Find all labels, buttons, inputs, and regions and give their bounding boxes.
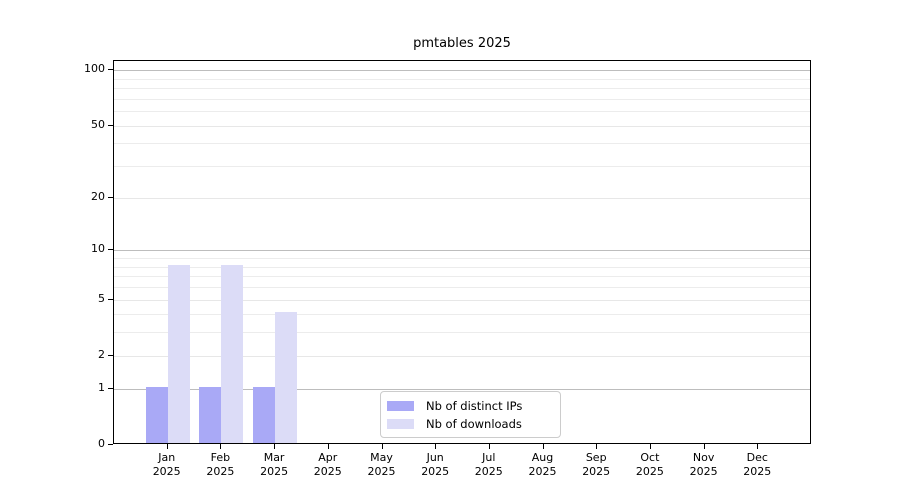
legend-label-distinct-ips: Nb of distinct IPs	[426, 398, 523, 413]
x-tick-label-aug: Aug 2025	[503, 451, 583, 478]
x-tick-month: Jan	[158, 451, 176, 464]
gridline-major	[114, 250, 810, 252]
x-tick-label-jul: Jul 2025	[449, 451, 529, 478]
x-tick-mark	[488, 444, 490, 449]
legend: Nb of distinct IPs Nb of downloads	[380, 391, 561, 438]
y-tick-mark	[108, 444, 113, 445]
gridline-minor	[114, 314, 810, 316]
gridline-minor	[114, 332, 810, 334]
x-tick-mark	[542, 444, 544, 449]
x-tick-label-jan: Jan 2025	[127, 451, 207, 478]
chart-title: pmtables 2025	[413, 36, 511, 51]
bar-feb-distinct-ips	[199, 386, 222, 443]
y-tick-mark	[108, 249, 113, 251]
y-tick-mark	[108, 298, 113, 300]
y-tick-label: 50	[91, 117, 105, 131]
gridline-minor	[114, 88, 810, 89]
x-tick-year: 2025	[367, 464, 396, 478]
x-tick-year: 2025	[206, 464, 235, 478]
gridline-minor	[114, 276, 810, 278]
x-tick-year: 2025	[313, 464, 342, 478]
y-tick-mark	[108, 196, 113, 198]
gridline-major	[114, 70, 810, 72]
x-tick-year: 2025	[582, 464, 611, 478]
x-tick-month: Dec	[746, 451, 768, 464]
x-tick-month: Nov	[692, 451, 715, 464]
bar-jan-downloads	[167, 264, 190, 443]
y-tick-mark	[108, 387, 113, 389]
x-tick-month: Mar	[263, 451, 285, 464]
x-tick-label-nov: Nov 2025	[664, 451, 744, 478]
gridline-major	[114, 125, 810, 127]
x-tick-label-feb: Feb 2025	[180, 451, 260, 478]
x-tick-mark	[435, 444, 437, 449]
gridline-minor	[114, 143, 810, 145]
x-tick-mark	[381, 444, 383, 449]
x-tick-month: Feb	[210, 451, 231, 464]
gridline-minor	[114, 98, 810, 100]
x-tick-month: Jul	[482, 451, 496, 464]
legend-item-downloads: Nb of downloads	[387, 415, 560, 432]
x-tick-mark	[757, 444, 759, 449]
x-tick-month: May	[370, 451, 393, 464]
x-tick-year: 2025	[689, 464, 718, 478]
x-tick-label-apr: Apr 2025	[288, 451, 368, 478]
x-tick-year: 2025	[743, 464, 772, 478]
plot-area: Nb of distinct IPs Nb of downloads	[113, 60, 811, 444]
legend-label-downloads: Nb of downloads	[426, 416, 522, 431]
x-tick-month: Apr	[318, 451, 338, 464]
x-tick-mark	[220, 444, 222, 449]
legend-item-distinct-ips: Nb of distinct IPs	[387, 397, 560, 414]
gridline-minor	[114, 78, 810, 80]
bar-jan-distinct-ips	[145, 386, 168, 443]
y-tick-mark	[108, 124, 113, 126]
x-tick-mark	[327, 444, 329, 449]
bar-mar-distinct-ips	[253, 386, 276, 443]
x-tick-month: Aug	[531, 451, 554, 464]
x-tick-year: 2025	[635, 464, 664, 478]
y-tick-label: 1	[98, 380, 105, 394]
x-tick-label-jun: Jun 2025	[395, 451, 475, 478]
x-tick-mark	[596, 444, 598, 449]
y-tick-label: 10	[91, 242, 105, 256]
y-tick-label: 20	[91, 189, 105, 203]
gridline-minor	[114, 286, 810, 288]
x-tick-year: 2025	[152, 464, 181, 478]
legend-swatch-downloads-icon	[387, 418, 414, 429]
y-tick-mark	[108, 69, 113, 71]
x-tick-mark	[703, 444, 705, 449]
x-tick-month: Sep	[585, 451, 607, 464]
x-tick-mark	[649, 444, 651, 449]
gridline-minor	[114, 266, 810, 268]
x-tick-label-may: May 2025	[342, 451, 422, 478]
x-tick-mark	[166, 444, 168, 449]
gridline-major	[114, 388, 810, 390]
gridline-major	[114, 299, 810, 301]
gridline-major	[114, 197, 810, 199]
gridline-minor	[114, 166, 810, 168]
x-tick-label-sep: Sep 2025	[556, 451, 636, 478]
x-tick-month: Jun	[426, 451, 444, 464]
y-tick-label: 100	[84, 62, 105, 76]
x-tick-mark	[274, 444, 276, 449]
x-tick-label-dec: Dec 2025	[717, 451, 797, 478]
x-tick-label-oct: Oct 2025	[610, 451, 690, 478]
bar-feb-downloads	[221, 264, 244, 443]
gridline-major	[114, 355, 810, 357]
y-tick-label: 0	[98, 437, 105, 450]
x-tick-year: 2025	[474, 464, 503, 478]
bar-mar-downloads	[275, 312, 298, 443]
x-tick-year: 2025	[260, 464, 289, 478]
x-tick-year: 2025	[421, 464, 450, 478]
x-tick-month: Oct	[640, 451, 660, 464]
gridline-minor	[114, 111, 810, 113]
y-tick-label: 5	[98, 291, 105, 305]
x-tick-label-mar: Mar 2025	[234, 451, 314, 478]
y-tick-label: 2	[98, 347, 105, 361]
gridline-minor	[114, 258, 810, 259]
y-tick-mark	[108, 354, 113, 356]
legend-swatch-distinct-ips-icon	[387, 400, 414, 411]
x-tick-year: 2025	[528, 464, 557, 478]
